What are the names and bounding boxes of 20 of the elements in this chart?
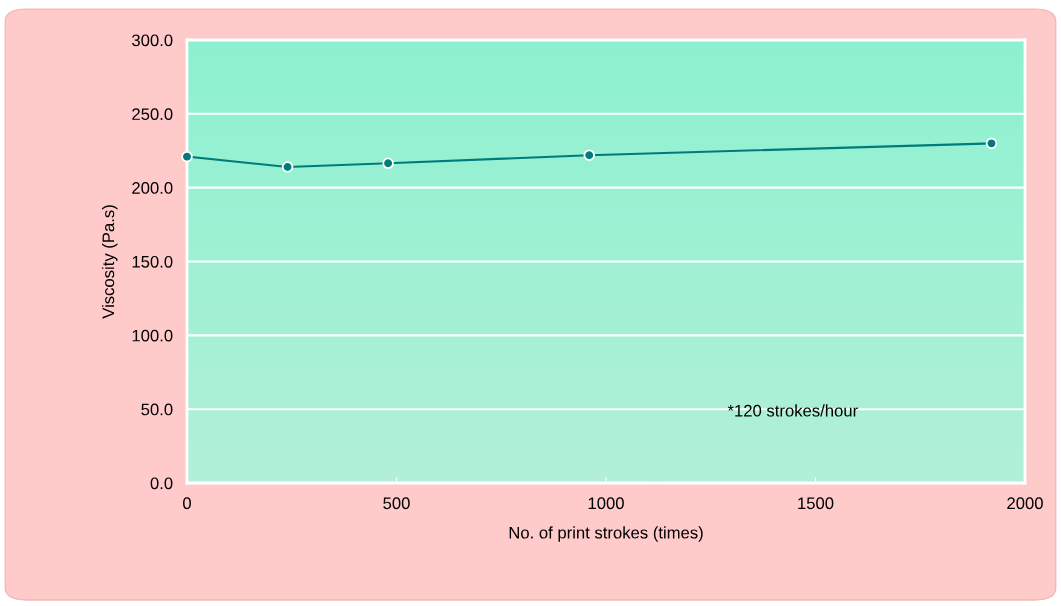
x-tick-label: 1000 (588, 497, 624, 510)
y-tick-label: 300.0 (132, 34, 173, 47)
point (985, 137, 998, 150)
x-tick-label: 0 (183, 497, 191, 510)
x-tick-label: 2000 (1007, 497, 1043, 510)
y-tick-label: 0.0 (150, 477, 173, 490)
y-axis-title: Viscosity (Pa.s) (101, 205, 118, 319)
y-tick-label: 50.0 (141, 403, 173, 416)
y-tick-label: 200.0 (132, 182, 173, 194)
point (281, 161, 294, 173)
annotation: *120 strokes/hour (727, 404, 858, 417)
y-tick-label: 150.0 (132, 255, 173, 268)
x-tick-label: 500 (383, 497, 410, 510)
y-tick-label: 100.0 (132, 329, 173, 342)
point (583, 149, 596, 161)
x-tick-label: 1500 (798, 497, 834, 510)
point (382, 157, 394, 170)
y-tick-label: 250.0 (132, 108, 173, 121)
point (181, 150, 193, 163)
x-axis-title: No. of print strokes (times) (509, 526, 703, 542)
